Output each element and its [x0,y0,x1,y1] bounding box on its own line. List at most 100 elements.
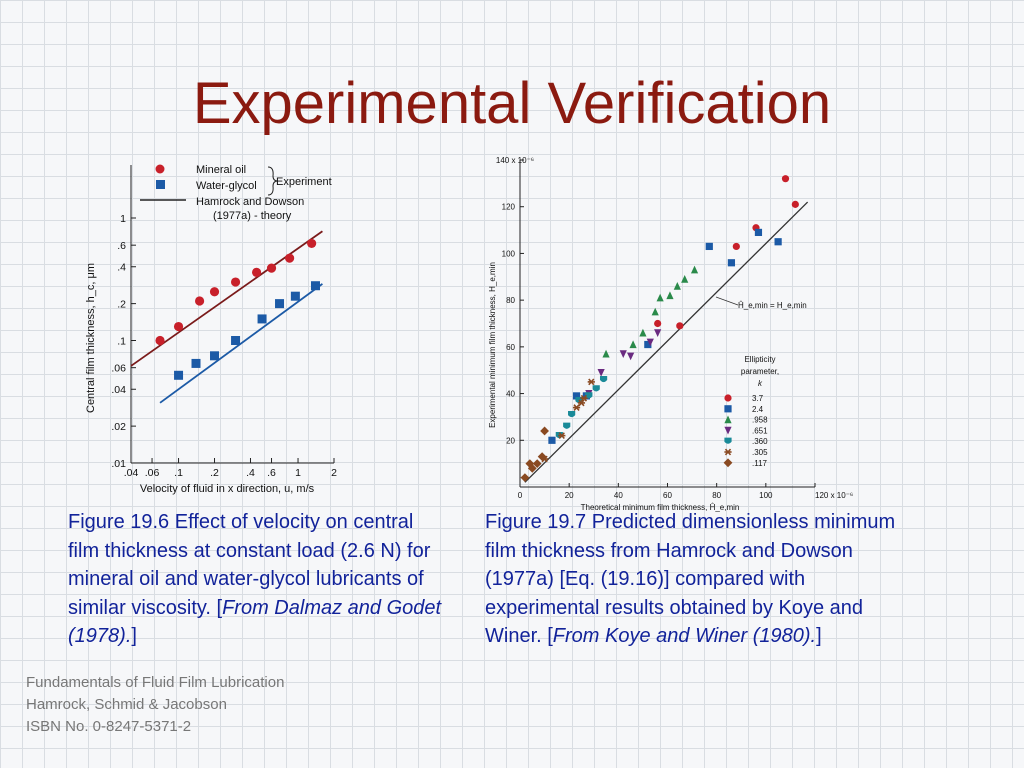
legend-water-glycol-label: Water-glycol [196,180,257,192]
right-legend-marker [724,437,732,444]
right-y-axis-label: Experimental minimum film thickness, H_e… [488,262,497,428]
legend-theory-label-2: (1977a) - theory [213,210,292,222]
k-958-point [651,307,659,316]
mineral-oil-point [251,267,262,277]
k-117-point [520,473,530,483]
k-37-point [654,319,662,328]
mineral-oil-point [173,321,184,332]
footer-authors: Hamrock, Schmid & Jacobson [26,696,227,713]
right-legend-label: .305 [752,448,768,457]
k-305-point [572,404,581,411]
k-360-point [599,375,608,383]
legend-mineral-oil-marker [155,164,165,174]
k-958-point [690,265,699,274]
right-legend-label: 2.4 [752,405,764,414]
right-legend-marker [724,426,732,435]
left-data-points [155,238,320,380]
right-x-tick-label: 80 [712,491,721,500]
water-glycol-point [210,351,220,361]
right-legend-marker [724,405,732,413]
chart-min-film-thickness: 0 20 40 60 80 100 120 x 10⁻⁶ 20 40 60 80 100 120 140 … [488,156,853,512]
right-y-tick-label: 140 x 10⁻⁶ [496,156,534,165]
right-legend-label: .651 [752,426,768,435]
k-958-point [666,291,674,300]
right-line-label: Ĥ_e,min = H_e,min [738,301,807,310]
caption-figure-19-7: Figure 19.7 Predicted dimensionless mini… [485,508,905,651]
right-legend-marker [724,415,732,424]
mineral-oil-point [266,263,277,273]
legend-experiment-label: Experiment [276,176,332,188]
right-legend: Ellipticity parameter, k 3.7 2.4 .958.651.… [723,355,779,468]
k-37-point [791,200,799,208]
left-y-tick-label: .2 [117,299,126,311]
k-37-point [732,242,740,251]
right-theory-line-segment [524,201,809,483]
k-305-point-stroke [580,394,588,402]
water-glycol-point [174,370,184,380]
right-legend-marker [723,458,733,468]
left-x-tick-label: .04 [124,467,139,479]
k-305-point-stroke [578,399,585,407]
k-305-point [577,399,586,407]
k-360-point [585,392,593,399]
right-legend-title-3: k [758,379,763,388]
k-958-point [629,340,637,349]
right-x-tick-label: 40 [614,491,623,500]
k-305-point-stroke [573,404,580,411]
right-y-tick-label: 40 [506,390,515,399]
left-y-tick-label: .04 [111,384,126,396]
left-x-tick-label: .2 [210,467,219,479]
right-x-tick-label: 60 [663,491,672,500]
mineral-oil-point [230,277,241,287]
left-y-tick-label: .01 [111,458,126,470]
left-ticks: .04 .06 .1 .2 .4 .6 1 2 .01 .02 .04 .06 .1 .2 .4 .6 1 [111,213,337,479]
caption-left-tail: ] [131,625,137,647]
right-legend-marker-stroke [724,448,732,456]
slide-title: Experimental Verification [192,71,832,136]
k-360-point [568,410,576,418]
k-360-point [592,385,600,392]
left-axes [130,165,334,464]
right-legend-marker [724,448,732,456]
mineral-oil-point [155,335,165,346]
right-legend-title-2: parameter, [741,367,779,376]
chart-velocity-film-thickness: .04 .06 .1 .2 .4 .6 1 2 .01 .02 .04 .06 .1 .2 .4 .6 1 Mi… [85,164,337,495]
water-glycol-point [275,299,285,309]
k-117-point [540,426,549,436]
right-line-label-leader [715,296,739,306]
caption-left-citation: From Dalmaz and Godet (1978). [68,596,442,648]
water-glycol-point [310,281,320,291]
left-y-tick-label: .6 [117,240,126,252]
footer: Fundamentals of Fluid Film Lubrication H… [26,672,284,738]
left-legend: Mineral oil Water-glycol Experiment Hamr… [140,164,332,222]
k-305-point [587,378,595,386]
mineral-oil-point [307,238,317,249]
right-ticks: 0 20 40 60 80 100 120 x 10⁻⁶ 20 40 60 80 100 120 140 … [496,156,853,500]
k-24-point [727,259,736,267]
caption-right-citation: From Koye and Winer (1980). [552,625,817,647]
k-117-point [532,459,542,469]
caption-left-lead: Figure 19.6 Effect of velocity on centra… [68,511,431,619]
right-y-tick-label: 100 [502,249,516,258]
legend-experiment-brace [267,166,279,196]
right-legend-label: .117 [752,459,768,468]
k-24-point [548,436,556,444]
right-x-tick-label: 0 [518,491,523,500]
water-glycol-point [257,314,267,324]
left-x-tick-label: 2 [331,467,337,479]
left-x-tick-label: 1 [295,467,301,479]
right-legend-label: 3.7 [752,394,764,403]
left-theory-line [159,283,323,404]
k-305-point [580,394,588,402]
k-958-point [681,275,689,283]
mineral-oil-point [194,296,205,306]
right-y-tick-label: 20 [506,436,515,445]
k-117-point [527,463,537,473]
k-651-point [654,329,662,337]
k-305-point-stroke [558,432,565,440]
k-305-point-stroke [588,378,595,386]
k-24-point [572,392,581,400]
k-305-point-stroke [541,455,548,463]
water-glycol-point [231,336,241,345]
